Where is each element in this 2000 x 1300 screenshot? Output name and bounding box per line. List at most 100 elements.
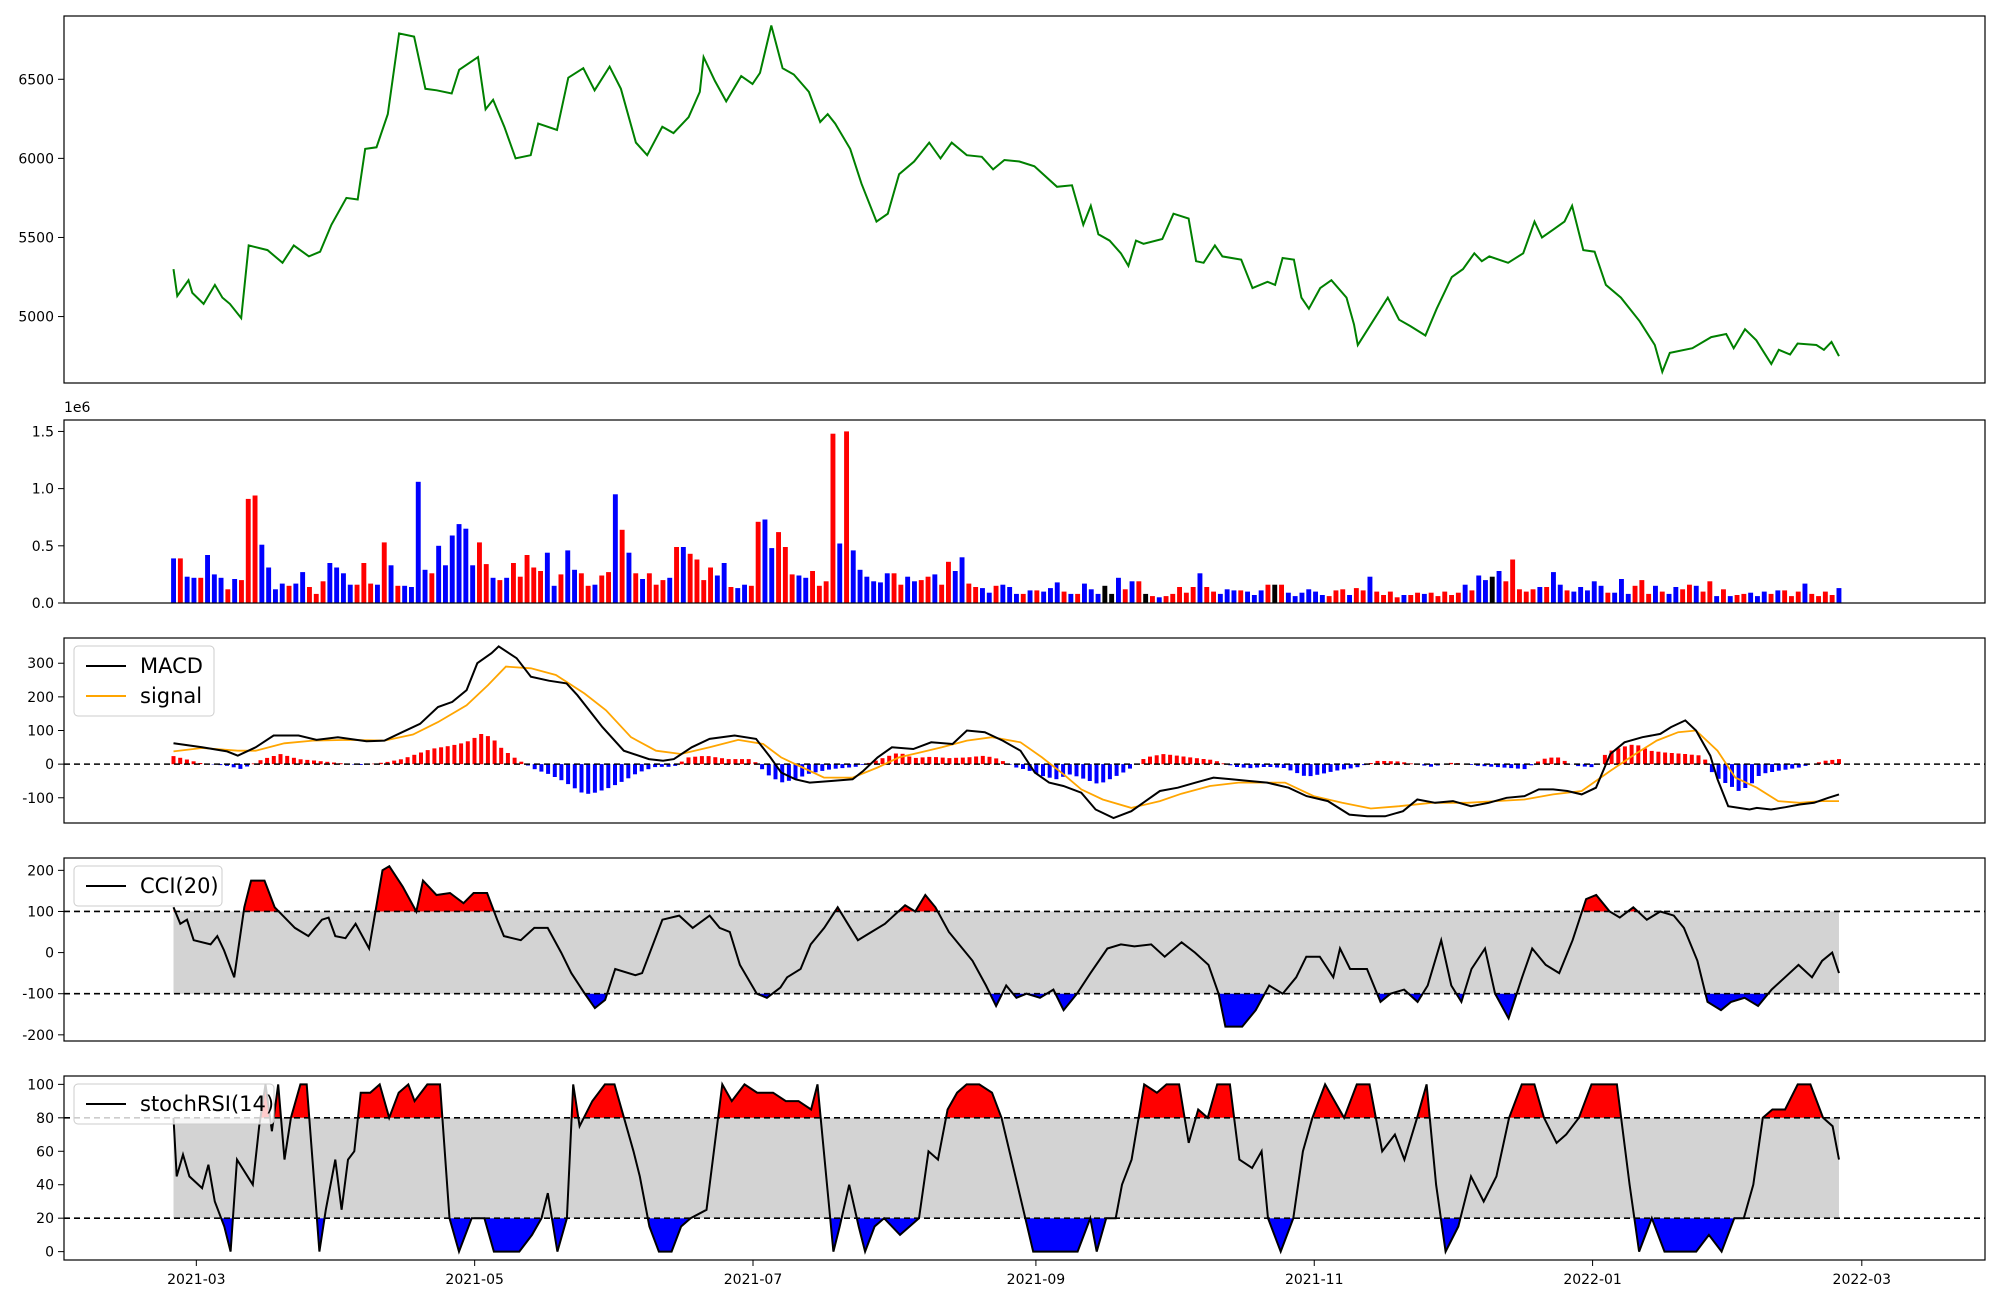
macd-histogram-bar bbox=[572, 764, 577, 789]
macd-histogram-bar bbox=[251, 763, 256, 765]
macd-histogram-bar bbox=[198, 763, 203, 765]
macd-histogram-bar bbox=[1107, 764, 1112, 780]
macd-histogram-bar bbox=[967, 757, 972, 765]
volume-bar bbox=[395, 585, 401, 603]
macd-histogram-bar bbox=[1616, 748, 1621, 765]
macd-histogram-bar bbox=[1509, 764, 1514, 769]
volume-bar bbox=[918, 580, 924, 603]
volume-bar bbox=[1625, 593, 1631, 603]
legend-label: CCI(20) bbox=[140, 874, 219, 898]
volume-bar bbox=[1190, 587, 1196, 603]
macd-histogram-bar bbox=[512, 757, 517, 765]
volume-bar bbox=[1204, 587, 1210, 603]
volume-bar bbox=[674, 547, 679, 603]
volume-bar bbox=[1082, 583, 1087, 603]
macd-histogram-bar bbox=[1549, 757, 1554, 765]
panel-frame bbox=[63, 419, 1986, 604]
macd-histogram-bar bbox=[238, 764, 243, 769]
volume-bar bbox=[558, 574, 564, 603]
volume-bar bbox=[646, 573, 652, 603]
volume-bar bbox=[1217, 593, 1223, 603]
macd-histogram-bar bbox=[492, 740, 497, 765]
volume-bar bbox=[830, 433, 836, 603]
macd-histogram-bar bbox=[378, 762, 383, 765]
volume-bar bbox=[776, 532, 781, 603]
volume-bar bbox=[714, 575, 720, 603]
macd-histogram-bar bbox=[338, 763, 343, 765]
volume-bar bbox=[245, 498, 251, 603]
macd-histogram-bar bbox=[1388, 761, 1393, 765]
macd-histogram-bar bbox=[1047, 764, 1052, 778]
volume-bar bbox=[1258, 590, 1264, 603]
macd-histogram-bar bbox=[1382, 761, 1387, 765]
volume-bar bbox=[1306, 589, 1312, 603]
macd-histogram-bar bbox=[485, 736, 490, 765]
macd-histogram-bar bbox=[974, 756, 979, 765]
macd-histogram-bar bbox=[1622, 746, 1627, 765]
volume-bar bbox=[578, 573, 584, 603]
macd-histogram-bar bbox=[1000, 761, 1005, 765]
volume-bar bbox=[1326, 596, 1332, 603]
x-tick-label: 2021-09 bbox=[1007, 1272, 1066, 1288]
volume-bar bbox=[368, 583, 374, 603]
y-tick-label: 6000 bbox=[18, 151, 54, 167]
macd-histogram-bar bbox=[552, 764, 557, 777]
volume-bar bbox=[504, 577, 510, 603]
macd-histogram-bar bbox=[1776, 764, 1781, 771]
macd-histogram-bar bbox=[1676, 753, 1681, 765]
macd-histogram-bar bbox=[1408, 763, 1413, 765]
volume-bar bbox=[959, 557, 965, 604]
macd-histogram-bar bbox=[733, 759, 738, 765]
macd-histogram-bar bbox=[887, 755, 892, 765]
volume-bar bbox=[1822, 591, 1828, 603]
volume-bar bbox=[721, 563, 727, 603]
legend-label: stochRSI(14) bbox=[140, 1092, 274, 1116]
volume-bar bbox=[769, 548, 775, 603]
macd-histogram-bar bbox=[1041, 764, 1045, 777]
macd-histogram-bar bbox=[278, 754, 283, 765]
volume-bar bbox=[1489, 576, 1495, 603]
macd-histogram-bar bbox=[1288, 764, 1293, 771]
y-tick-label: -200 bbox=[22, 1028, 54, 1044]
macd-histogram-bar bbox=[405, 757, 410, 765]
macd-histogram-bar bbox=[1328, 764, 1333, 772]
volume-bar bbox=[1700, 591, 1706, 603]
y-tick-label: 0 bbox=[45, 1245, 54, 1261]
volume-bar bbox=[755, 521, 761, 603]
macd-histogram-bar bbox=[245, 764, 250, 767]
macd-histogram-bar bbox=[820, 764, 825, 771]
volume-bar bbox=[449, 535, 455, 603]
macd-histogram-bar bbox=[720, 758, 724, 765]
volume-bar bbox=[320, 581, 326, 603]
macd-histogram-bar bbox=[1482, 764, 1487, 767]
volume-bar bbox=[660, 580, 666, 603]
volume-bar bbox=[1455, 592, 1461, 603]
macd-histogram-bar bbox=[1716, 764, 1721, 779]
y-tick-label: 6500 bbox=[18, 72, 54, 88]
x-tick-label: 2022-03 bbox=[1833, 1272, 1892, 1288]
volume-bar bbox=[884, 573, 890, 603]
macd-histogram-bar bbox=[613, 764, 617, 786]
macd-histogram-bar bbox=[653, 764, 658, 768]
volume-bar bbox=[381, 542, 387, 603]
macd-histogram-bar bbox=[1087, 764, 1092, 781]
volume-bar bbox=[946, 561, 951, 603]
volume-bar bbox=[1775, 590, 1781, 603]
volume-bar bbox=[653, 584, 659, 603]
volume-bar bbox=[1551, 572, 1556, 603]
macd-histogram-bar bbox=[1014, 764, 1019, 768]
volume-bar bbox=[436, 545, 442, 603]
volume-bar bbox=[572, 569, 577, 603]
volume-bar bbox=[728, 587, 734, 603]
macd-histogram-bar bbox=[1121, 764, 1126, 773]
volume-bar bbox=[1367, 576, 1373, 603]
volume-bar bbox=[252, 495, 258, 603]
macd-histogram-bar bbox=[452, 744, 457, 765]
y-tick-label: 100 bbox=[27, 904, 54, 920]
volume-bar bbox=[1102, 585, 1108, 603]
y-tick-label: -100 bbox=[22, 987, 54, 1003]
volume-bar bbox=[1680, 589, 1686, 603]
macd-histogram-bar bbox=[1830, 759, 1835, 765]
volume-bar bbox=[980, 588, 985, 603]
volume-bar bbox=[1557, 584, 1563, 603]
